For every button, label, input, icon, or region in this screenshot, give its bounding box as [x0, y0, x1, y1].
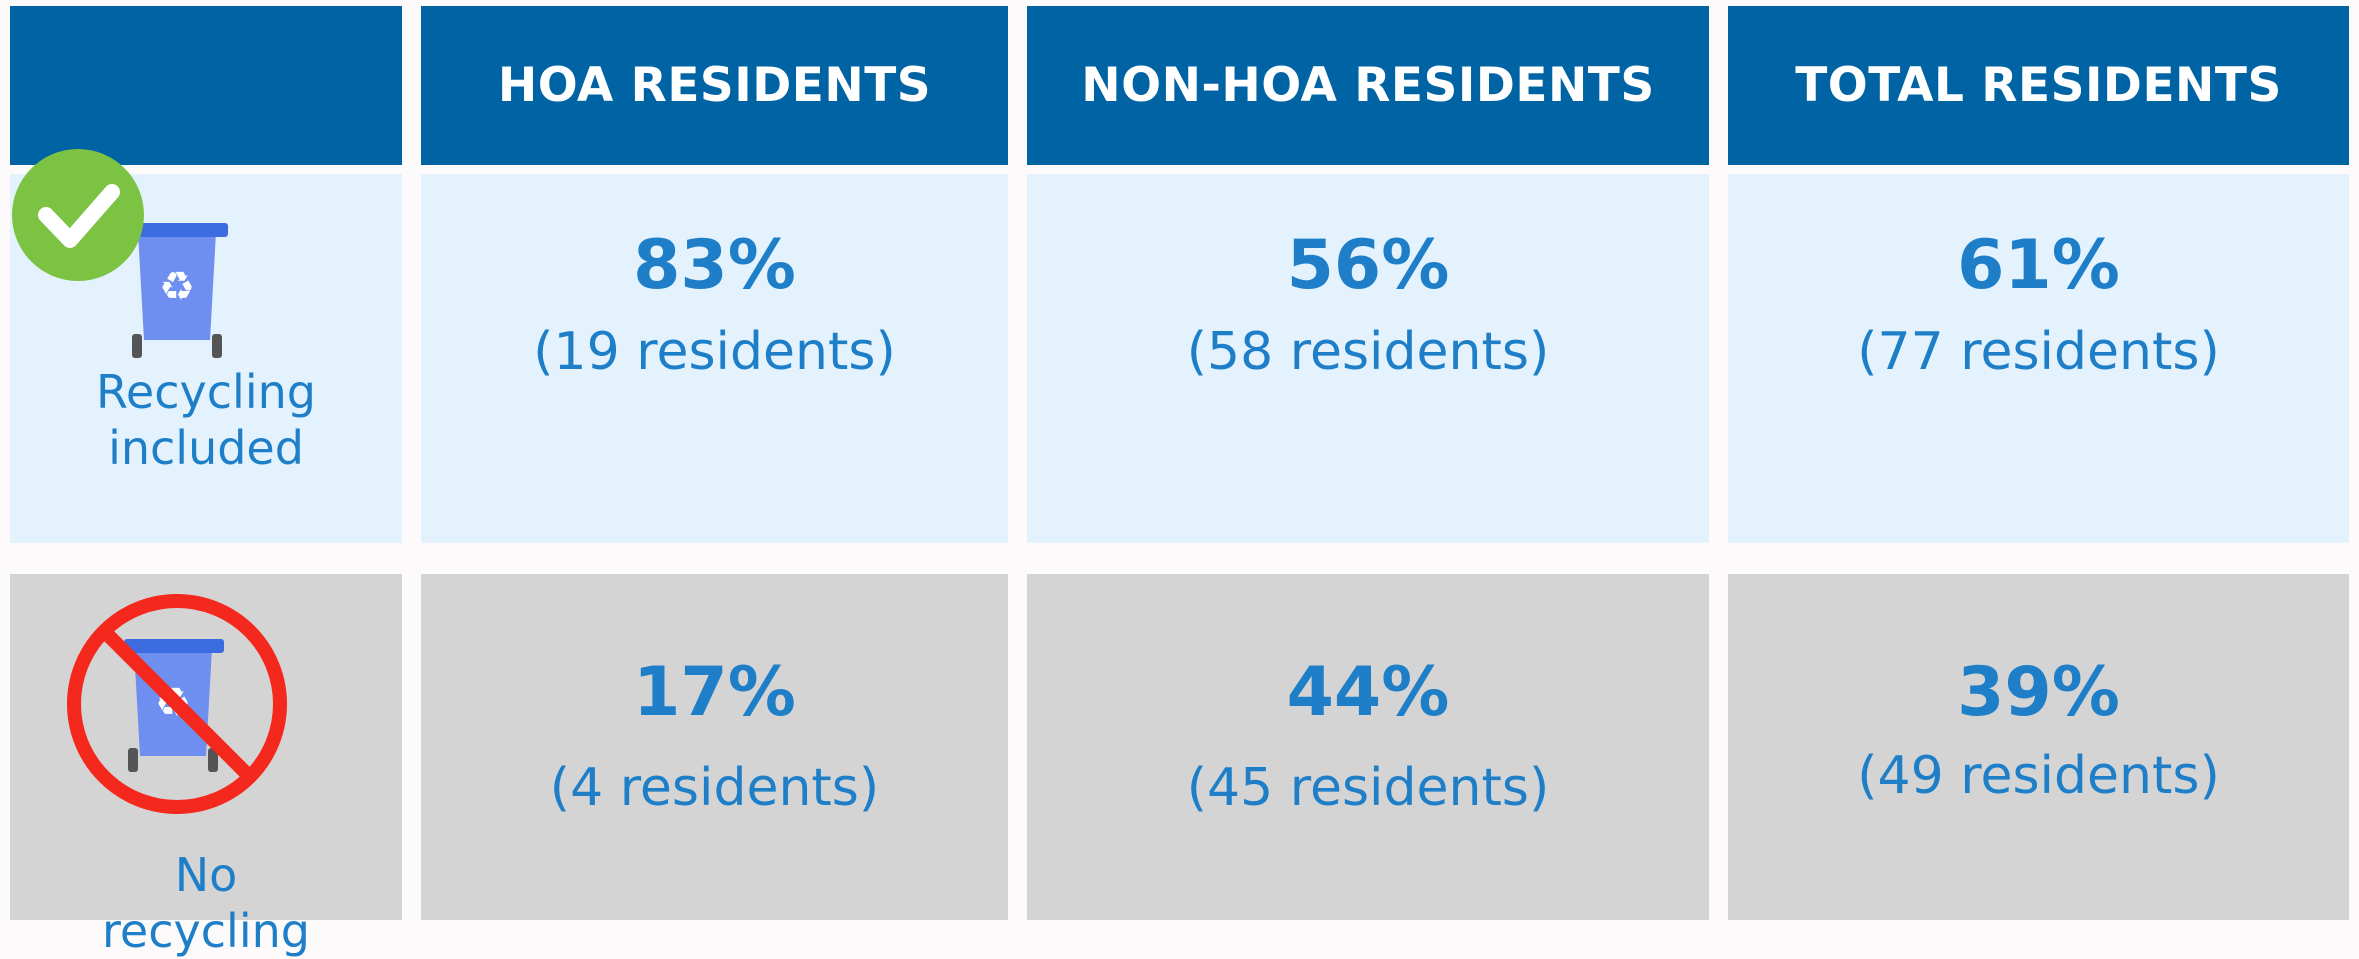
count: (58 residents): [1186, 322, 1550, 382]
column-header: TOTAL RESIDENTS: [1728, 6, 2349, 165]
percent: 61%: [1957, 226, 2120, 305]
table-cell: 44% (45 residents): [1027, 574, 1709, 920]
check-icon: [12, 149, 144, 281]
percent: 83%: [633, 226, 796, 305]
recycle-bin-icon: ♻: [128, 223, 228, 358]
table-cell: 39% (49 residents): [1728, 574, 2349, 920]
column-header: NON-HOA RESIDENTS: [1027, 6, 1709, 165]
table-cell: 83% (19 residents): [421, 174, 1008, 543]
percent: 17%: [633, 653, 796, 732]
percent: 44%: [1286, 653, 1450, 732]
page: HOA RESIDENTS NON-HOA RESIDENTS TOTAL RESI…: [10, 6, 2349, 958]
count: (4 residents): [549, 758, 880, 818]
count: (77 residents): [1857, 322, 2220, 382]
corner-header: [10, 6, 402, 165]
count: (45 residents): [1186, 758, 1550, 818]
svg-text:♻: ♻: [159, 264, 195, 310]
count: (49 residents): [1857, 746, 2220, 806]
column-header: HOA RESIDENTS: [421, 6, 1008, 165]
table-cell: 17% (4 residents): [421, 574, 1008, 920]
count: (19 residents): [533, 322, 896, 382]
row-label: Recycling included: [96, 365, 316, 475]
percent: 56%: [1286, 226, 1450, 305]
percent: 39%: [1957, 653, 2120, 732]
no-recycle-icon: ♻: [67, 594, 287, 814]
table-cell: 56% (58 residents): [1027, 174, 1709, 543]
table-cell: 61% (77 residents): [1728, 174, 2349, 543]
icons: ♻ ♻: [12, 149, 287, 814]
